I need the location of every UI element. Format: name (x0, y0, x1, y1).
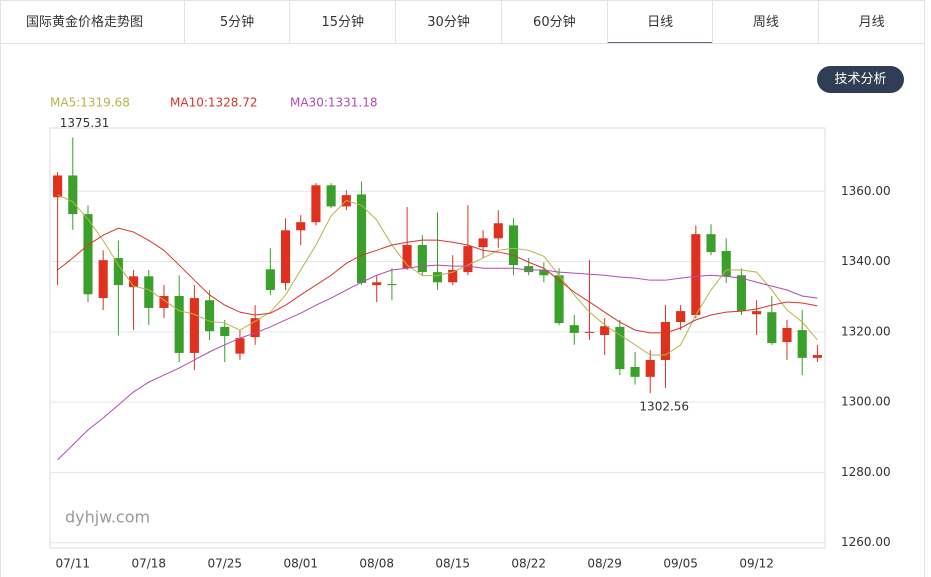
tab[interactable]: 30分钟 (395, 1, 501, 44)
candle-body (524, 266, 534, 273)
x-tick-label: 08/01 (283, 557, 318, 571)
candle-body (463, 246, 473, 273)
candle-body (600, 326, 610, 336)
tab[interactable]: 5分钟 (183, 1, 290, 44)
x-tick-label: 08/29 (587, 557, 622, 571)
candle-body (554, 275, 564, 324)
x-tick-label: 09/12 (739, 557, 774, 571)
watermark: dyhjw.com (65, 508, 150, 527)
candle-body (767, 312, 777, 344)
annotation: 1302.56 (639, 400, 689, 414)
tab[interactable]: 月线 (818, 1, 924, 44)
candle-body (372, 282, 382, 286)
ma-line (57, 227, 818, 334)
candle-body (493, 223, 503, 239)
candle-body (660, 322, 670, 360)
x-tick-label: 08/22 (511, 557, 546, 571)
x-tick-label: 08/08 (359, 557, 394, 571)
candle-body (569, 325, 579, 333)
candle-body (356, 194, 367, 283)
candle-body (159, 296, 169, 308)
x-tick-label: 07/18 (131, 557, 166, 571)
legend-entry: MA10:1328.72 (170, 96, 258, 110)
candle-body (144, 276, 154, 308)
y-tick-label: 1260.00 (841, 535, 891, 549)
x-tick-label: 07/25 (207, 557, 242, 571)
candle-body (797, 330, 807, 358)
candle-body (83, 214, 93, 295)
candle-body (782, 327, 792, 343)
candle-body (311, 185, 321, 223)
candle-body (508, 225, 519, 266)
candle-body (432, 272, 443, 283)
x-tick-label: 09/05 (663, 557, 698, 571)
candle-body (676, 311, 686, 323)
candle-body (129, 276, 139, 288)
tab[interactable]: 60分钟 (500, 1, 607, 44)
candle-body (417, 245, 427, 273)
ma-line (57, 264, 818, 461)
candle-body (280, 230, 291, 283)
candle-body (478, 238, 488, 248)
candle-body (250, 318, 260, 338)
candle-body (584, 331, 595, 333)
y-tick-label: 1320.00 (841, 324, 891, 338)
candle-body (205, 300, 215, 332)
candle-body (706, 234, 716, 253)
candle-body (296, 222, 306, 231)
candle-body (812, 355, 822, 358)
candle-body (752, 311, 762, 315)
candle-body (326, 185, 336, 207)
candle-body (174, 296, 184, 353)
candle-body (265, 269, 275, 291)
candle-body (98, 260, 108, 299)
header-title: 国际黄金价格走势图 (26, 15, 144, 30)
tab[interactable]: 周线 (712, 1, 818, 44)
candle-body (721, 251, 731, 277)
plot-frame (49, 127, 826, 549)
tab[interactable]: 15分钟 (289, 1, 395, 44)
candle-body (615, 326, 625, 370)
candle-body (189, 298, 199, 353)
candle-body (68, 175, 78, 215)
candle-body (448, 269, 458, 283)
annotation: 1375.31 (60, 116, 110, 130)
y-tick-label: 1360.00 (841, 184, 891, 198)
candle-body (220, 326, 230, 337)
x-tick-label: 08/15 (435, 557, 470, 571)
legend-entry: MA30:1331.18 (290, 96, 378, 110)
candle-body (113, 258, 123, 286)
candle-body (630, 366, 640, 377)
candle-body (539, 269, 549, 276)
candle-body (645, 359, 655, 377)
candle-body (235, 338, 245, 354)
chart-panel (0, 43, 925, 577)
ma-line (57, 194, 818, 356)
y-tick-label: 1280.00 (841, 465, 891, 479)
candle-body (53, 175, 63, 198)
y-tick-label: 1340.00 (841, 254, 891, 268)
candle-body (691, 234, 701, 315)
legend-entry: MA5:1319.68 (50, 96, 130, 110)
candle-body (402, 245, 412, 269)
candle-body (387, 284, 397, 286)
y-tick-label: 1300.00 (841, 395, 891, 409)
x-tick-label: 07/11 (55, 557, 90, 571)
candle-body (736, 275, 746, 312)
analysis-button[interactable]: 技术分析 (817, 66, 904, 93)
